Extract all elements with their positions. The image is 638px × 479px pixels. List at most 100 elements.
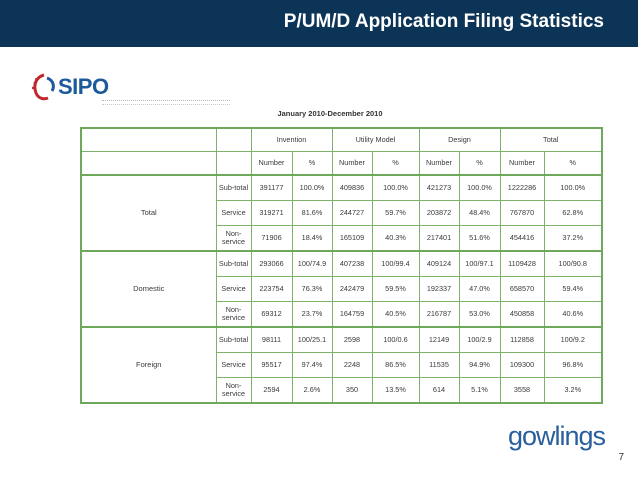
data-cell: 242479 bbox=[331, 276, 373, 302]
data-cell: 244727 bbox=[331, 200, 373, 226]
data-cell: 23.7% bbox=[291, 301, 333, 328]
sipo-logo: SIPO bbox=[30, 71, 230, 107]
data-cell: 165109 bbox=[331, 225, 373, 252]
data-cell: 76.3% bbox=[291, 276, 333, 302]
data-cell: 96.8% bbox=[543, 352, 603, 378]
logo-subtitle-line bbox=[102, 100, 230, 105]
data-cell: 100/97.1 bbox=[458, 250, 501, 277]
data-cell: 223754 bbox=[250, 276, 293, 302]
row-label: Sub-total bbox=[215, 250, 252, 277]
filing-statistics-table: Invention Utility Model Design Total Num… bbox=[80, 127, 604, 404]
data-cell: 319271 bbox=[250, 200, 293, 226]
group-header-total: Total bbox=[499, 127, 603, 152]
data-cell: 86.5% bbox=[371, 352, 420, 378]
table-row: Service 95517 97.4% 2248 86.5% 11535 94.9% 1093… bbox=[81, 352, 603, 378]
group-header-row: Invention Utility Model Design Total bbox=[80, 127, 603, 152]
data-cell: 81.6% bbox=[291, 200, 333, 226]
subheader-cell: Number bbox=[250, 151, 293, 176]
table-row: Foreign Sub-total 98111 100/25.1 2598 100/0.6… bbox=[80, 326, 603, 404]
data-cell: 40.5% bbox=[371, 301, 420, 328]
data-cell: 407238 bbox=[331, 250, 373, 277]
subheader-cell: % bbox=[543, 151, 603, 176]
data-cell: 95517 bbox=[250, 352, 293, 378]
data-cell: 2.6% bbox=[291, 377, 333, 404]
empty-corner-cell bbox=[80, 127, 217, 152]
data-cell: 164759 bbox=[331, 301, 373, 328]
sipo-logo-text: SIPO bbox=[58, 74, 109, 99]
data-cell: 94.9% bbox=[458, 352, 501, 378]
data-cell: 192337 bbox=[418, 276, 460, 302]
data-cell: 5.1% bbox=[458, 377, 501, 404]
data-cell: 98111 bbox=[250, 326, 293, 353]
data-cell: 100.0% bbox=[371, 174, 420, 201]
row-label: Non-service bbox=[215, 225, 252, 252]
slide-title: P/UM/D Application Filing Statistics bbox=[283, 11, 604, 32]
table-row: Service 223754 76.3% 242479 59.5% 192337 47.0%… bbox=[81, 276, 603, 302]
data-cell: 3.2% bbox=[543, 377, 603, 404]
data-cell: 53.0% bbox=[458, 301, 501, 328]
row-label: Sub-total bbox=[215, 326, 252, 353]
table-caption: January 2010-December 2010 bbox=[277, 109, 383, 118]
group-header-design: Design bbox=[418, 127, 501, 152]
data-cell: 203872 bbox=[418, 200, 460, 226]
data-cell: 3558 bbox=[499, 377, 545, 404]
sipo-globe-icon bbox=[31, 73, 55, 101]
data-cell: 409836 bbox=[331, 174, 373, 201]
subheader-cell: Number bbox=[331, 151, 373, 176]
gowlings-logo: gowlings bbox=[507, 421, 606, 451]
data-cell: 59.7% bbox=[371, 200, 420, 226]
table-row: Domestic Sub-total 293066 100/74.9 407238 100… bbox=[80, 250, 603, 328]
empty-corner-cell bbox=[215, 127, 252, 152]
data-cell: 100/9.2 bbox=[543, 326, 603, 353]
data-cell: 18.4% bbox=[291, 225, 333, 252]
data-cell: 40.6% bbox=[543, 301, 603, 328]
row-label: Non-service bbox=[215, 377, 252, 404]
data-cell: 767870 bbox=[499, 200, 545, 226]
table-row: Total Sub-total 391177 100.0% 409836 100.0% 42… bbox=[80, 174, 603, 252]
data-cell: 69312 bbox=[250, 301, 293, 328]
data-cell: 12149 bbox=[418, 326, 460, 353]
data-cell: 59.5% bbox=[371, 276, 420, 302]
subheader-row: Number % Number % Number % Number % bbox=[80, 151, 603, 176]
data-cell: 11535 bbox=[418, 352, 460, 378]
subheader-cell: % bbox=[291, 151, 333, 176]
data-cell: 112858 bbox=[499, 326, 545, 353]
section-label: Domestic bbox=[80, 250, 217, 328]
subheader-cell: % bbox=[458, 151, 501, 176]
section-label: Total bbox=[80, 174, 217, 252]
data-cell: 71906 bbox=[250, 225, 293, 252]
data-cell: 409124 bbox=[418, 250, 460, 277]
empty-corner-cell bbox=[215, 151, 252, 176]
data-cell: 37.2% bbox=[543, 225, 603, 252]
table-row: Non-service 2594 2.6% 350 13.5% 614 5.1% 3558 3.… bbox=[81, 377, 603, 404]
data-cell: 658570 bbox=[499, 276, 545, 302]
data-cell: 100/90.8 bbox=[543, 250, 603, 277]
data-cell: 40.3% bbox=[371, 225, 420, 252]
table-row: Non-service 71906 18.4% 165109 40.3% 217401 51… bbox=[81, 225, 603, 252]
data-cell: 1222286 bbox=[499, 174, 545, 201]
data-cell: 100.0% bbox=[458, 174, 501, 201]
data-cell: 391177 bbox=[250, 174, 293, 201]
subheader-cell: Number bbox=[499, 151, 545, 176]
row-label: Service bbox=[215, 352, 252, 378]
data-cell: 47.0% bbox=[458, 276, 501, 302]
data-cell: 100/74.9 bbox=[291, 250, 333, 277]
data-cell: 100/99.4 bbox=[371, 250, 420, 277]
table-row: Service 319271 81.6% 244727 59.7% 203872 48.4%… bbox=[81, 200, 603, 226]
subheader-cell: % bbox=[371, 151, 420, 176]
data-cell: 97.4% bbox=[291, 352, 333, 378]
data-cell: 614 bbox=[418, 377, 460, 404]
section-label: Foreign bbox=[80, 326, 217, 404]
data-cell: 100.0% bbox=[543, 174, 603, 201]
data-cell: 216787 bbox=[418, 301, 460, 328]
data-cell: 51.6% bbox=[458, 225, 501, 252]
data-cell: 59.4% bbox=[543, 276, 603, 302]
row-label: Service bbox=[215, 200, 252, 226]
data-cell: 100/2.9 bbox=[458, 326, 501, 353]
data-cell: 293066 bbox=[250, 250, 293, 277]
row-label: Sub-total bbox=[215, 174, 252, 201]
data-cell: 217401 bbox=[418, 225, 460, 252]
data-cell: 109300 bbox=[499, 352, 545, 378]
empty-corner-cell bbox=[80, 151, 217, 176]
data-cell: 13.5% bbox=[371, 377, 420, 404]
